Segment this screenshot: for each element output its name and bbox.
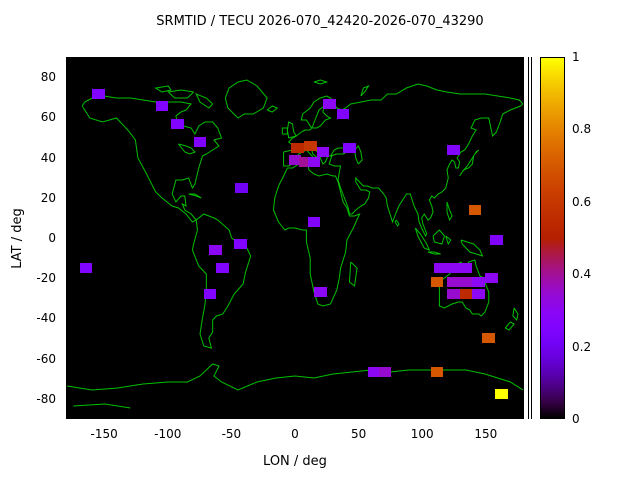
heatmap-cell bbox=[92, 88, 105, 99]
colorbar-tick-label: 0.6 bbox=[572, 194, 592, 209]
colorbar-tick-label: 0 bbox=[572, 412, 580, 426]
heatmap-cell bbox=[316, 147, 330, 157]
heatmap-cell bbox=[482, 332, 496, 343]
heatmap-cell bbox=[459, 263, 473, 273]
y-tick-label: -60 bbox=[36, 351, 56, 366]
heatmap-cell bbox=[203, 289, 217, 299]
heatmap-cell bbox=[495, 389, 508, 399]
y-tick-label: 60 bbox=[40, 110, 56, 125]
y-tick-label: -40 bbox=[36, 311, 56, 326]
x-axis-label: LON / deg bbox=[263, 454, 327, 469]
heatmap-cell bbox=[468, 205, 482, 215]
heatmap-cell bbox=[459, 289, 473, 299]
heatmap-cell bbox=[303, 141, 317, 151]
heatmap-cell bbox=[485, 273, 498, 283]
heatmap-cell bbox=[430, 277, 444, 287]
heatmap-cell bbox=[472, 277, 485, 287]
y-tick-label: -20 bbox=[36, 271, 56, 286]
heatmap-cell bbox=[430, 367, 444, 377]
plot-area bbox=[66, 57, 524, 419]
y-axis-ticks: 80 60 40 20 0 -20 -40 -60 -80 bbox=[0, 57, 56, 419]
heatmap-cell bbox=[288, 155, 302, 165]
x-tick-label: 100 bbox=[410, 427, 434, 441]
world-coastlines-map bbox=[67, 58, 523, 418]
frame-line bbox=[528, 57, 529, 419]
y-tick-label: 0 bbox=[48, 231, 56, 245]
heatmap-cell bbox=[307, 217, 321, 227]
heatmap-cell bbox=[216, 263, 230, 273]
x-tick-label: -50 bbox=[221, 427, 242, 441]
heatmap-cell bbox=[298, 157, 312, 167]
x-tick-label: -100 bbox=[154, 427, 182, 441]
heatmap-cell bbox=[368, 367, 382, 377]
y-tick-label: 80 bbox=[40, 70, 56, 85]
heatmap-cell bbox=[170, 119, 184, 129]
chart-title: SRMTID / TECU 2026-070_42420-2026-070_43… bbox=[156, 14, 484, 29]
heatmap-cell bbox=[322, 99, 336, 109]
colorbar-tick-label: 0.4 bbox=[572, 267, 592, 282]
y-tick-label: 20 bbox=[40, 190, 56, 205]
heatmap-cell bbox=[314, 287, 327, 297]
heatmap-cell bbox=[447, 277, 460, 287]
heatmap-cell bbox=[447, 145, 460, 155]
heatmap-cell bbox=[234, 239, 247, 249]
heatmap-cell bbox=[472, 289, 485, 299]
heatmap-cell bbox=[447, 289, 460, 299]
heatmap-cell bbox=[336, 109, 350, 119]
x-axis-ticks: -150 -100 -50 0 50 100 150 bbox=[66, 427, 524, 443]
colorbar-ticks: 0 0.2 0.4 0.6 0.8 1 bbox=[572, 50, 612, 426]
x-tick-label: -150 bbox=[90, 427, 118, 441]
y-tick-label: 40 bbox=[40, 150, 56, 165]
heatmap-cell bbox=[378, 367, 392, 377]
frame-line bbox=[531, 57, 532, 419]
heatmap-cell bbox=[434, 263, 447, 273]
heatmap-cell bbox=[459, 277, 473, 287]
heatmap-cell bbox=[208, 245, 222, 255]
heatmap-cell bbox=[343, 143, 356, 153]
heatmap-cell bbox=[235, 183, 249, 193]
x-tick-label: 0 bbox=[291, 427, 299, 441]
heatmap-cell bbox=[155, 101, 169, 111]
heatmap-cell bbox=[291, 143, 304, 153]
x-tick-label: 150 bbox=[474, 427, 498, 441]
x-tick-label: 50 bbox=[350, 427, 367, 441]
heatmap-cell bbox=[193, 137, 207, 147]
colorbar-tick-label: 0.2 bbox=[572, 339, 592, 354]
colorbar-tick-label: 0.8 bbox=[572, 122, 592, 137]
y-tick-label: -80 bbox=[36, 391, 56, 406]
colorbar bbox=[540, 57, 565, 419]
heatmap-cell bbox=[490, 235, 503, 245]
heatmap-cell bbox=[447, 263, 460, 273]
heatmap-cell bbox=[307, 157, 321, 167]
heatmap-cell bbox=[79, 263, 93, 273]
colorbar-tick-label: 1 bbox=[572, 50, 580, 64]
